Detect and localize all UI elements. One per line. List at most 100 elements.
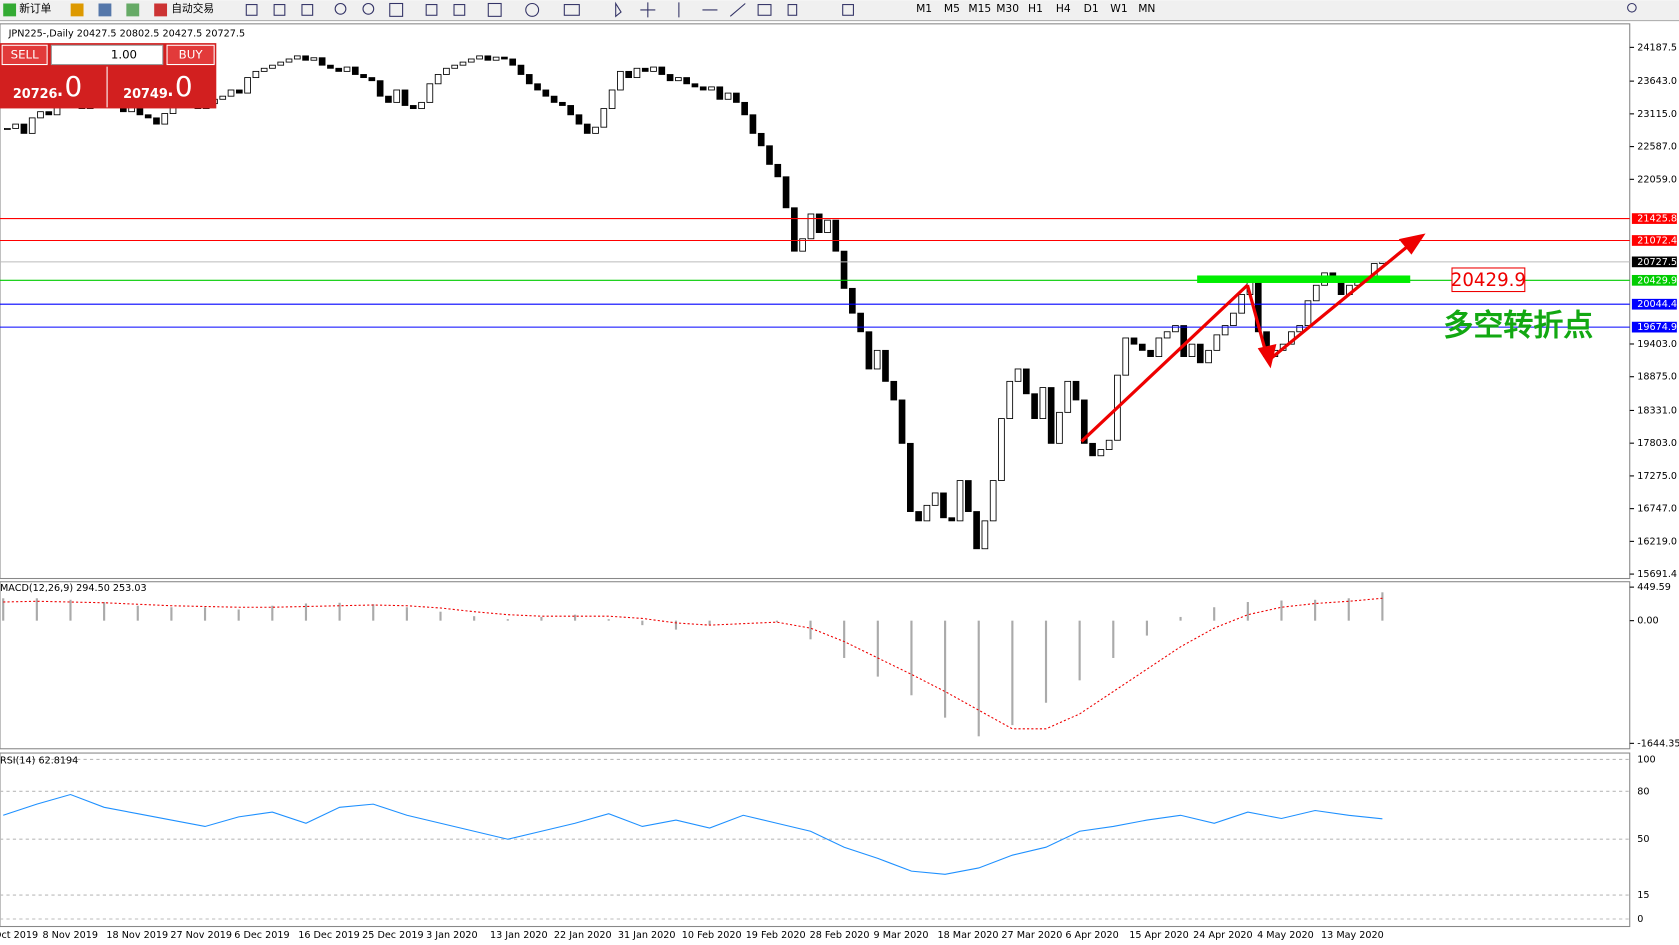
- y-tick-label: 24187.5: [1637, 42, 1677, 53]
- candle: [318, 57, 326, 66]
- macd-bar: [203, 607, 207, 621]
- x-tick-label: 6 Apr 2020: [1065, 930, 1118, 941]
- macd-bar: [2, 598, 5, 621]
- macd-bar: [506, 619, 509, 621]
- timeframe-button[interactable]: H1: [1028, 2, 1043, 15]
- icon[interactable]: [273, 4, 286, 16]
- new-order-button[interactable]: 新订单: [19, 2, 51, 15]
- price-tag-label: 21072.4: [1637, 235, 1677, 246]
- candle: [989, 480, 997, 522]
- candle: [20, 123, 28, 134]
- buy-button[interactable]: [166, 44, 215, 66]
- candle: [915, 511, 922, 522]
- y-tick-label: 22059.0: [1637, 174, 1677, 185]
- price-tag: [1631, 235, 1677, 246]
- candle: [385, 95, 392, 103]
- icon[interactable]: [98, 3, 112, 17]
- sell-price-big[interactable]: .0: [56, 70, 83, 103]
- candle: [476, 55, 483, 60]
- candle: [1196, 343, 1204, 364]
- icon[interactable]: [640, 2, 656, 18]
- candle: [492, 56, 500, 61]
- candle: [451, 64, 459, 69]
- sell-price[interactable]: 20726: [13, 87, 58, 102]
- search-icon[interactable]: [1627, 2, 1637, 13]
- macd-bar: [1381, 592, 1384, 621]
- y-tick-label: 18875.0: [1637, 372, 1677, 383]
- icon[interactable]: [334, 2, 347, 15]
- candle: [418, 101, 425, 110]
- x-tick-label: 18 Nov 2019: [106, 930, 168, 941]
- icon[interactable]: [453, 4, 466, 16]
- candle: [310, 57, 318, 61]
- lots-value[interactable]: 1.00: [111, 47, 137, 61]
- macd-bar: [271, 605, 274, 621]
- macd-bar: [1044, 620, 1048, 703]
- buy-price-big[interactable]: .0: [166, 70, 193, 103]
- candle: [550, 95, 558, 103]
- candle: [1155, 337, 1163, 357]
- timeframe-button[interactable]: M1: [916, 2, 932, 15]
- macd-bar: [540, 616, 543, 621]
- candle: [749, 114, 757, 134]
- y-tick-label: 17275.0: [1637, 471, 1677, 482]
- icon[interactable]: [678, 2, 746, 18]
- icon[interactable]: [563, 4, 580, 16]
- price-tag: [1631, 321, 1677, 333]
- candle: [1138, 343, 1146, 351]
- auto-trade-button[interactable]: 自动交易: [171, 2, 214, 15]
- icon[interactable]: [362, 2, 375, 15]
- candle: [931, 492, 939, 506]
- timeframe-button[interactable]: D1: [1084, 2, 1099, 15]
- candle: [1205, 349, 1212, 364]
- y-tick-label: 16747.0: [1637, 504, 1677, 515]
- x-tick-label: 31 Jan 2020: [618, 930, 676, 941]
- candle: [293, 55, 301, 60]
- macd-bar: [910, 620, 913, 696]
- icon[interactable]: [301, 4, 314, 16]
- sell-button[interactable]: [1, 44, 48, 66]
- icon[interactable]: [126, 3, 140, 17]
- buy-label[interactable]: BUY: [179, 47, 204, 61]
- buy-price[interactable]: 20749: [123, 87, 168, 102]
- timeframe-bar: M1 M5 M15 M30 H1 H4 D1 W1 MN: [916, 2, 1155, 15]
- timeframe-button[interactable]: M5: [944, 2, 960, 15]
- candle: [252, 70, 260, 79]
- y-tick-label: 50: [1637, 834, 1649, 845]
- icon[interactable]: [487, 2, 502, 17]
- x-tick-label: 10 Feb 2020: [682, 930, 742, 941]
- candle: [898, 399, 906, 444]
- icon[interactable]: [245, 4, 258, 16]
- auto-trade-icon[interactable]: [154, 3, 168, 17]
- icon[interactable]: [389, 2, 404, 17]
- candle: [691, 83, 699, 88]
- candle: [1296, 325, 1304, 333]
- timeframe-button[interactable]: H4: [1056, 2, 1071, 15]
- candle: [269, 64, 276, 69]
- macd-bar: [170, 607, 173, 621]
- y-tick-label: 17803.0: [1637, 438, 1677, 449]
- icon[interactable]: [425, 4, 438, 16]
- candle: [1097, 449, 1105, 457]
- sell-label[interactable]: SELL: [11, 47, 39, 61]
- icon[interactable]: [787, 4, 798, 16]
- x-tick-label: 9 Mar 2020: [874, 930, 929, 941]
- timeframe-button[interactable]: W1: [1110, 2, 1127, 15]
- rsi-label: RSI(14) 62.8194: [0, 756, 78, 767]
- icon[interactable]: [842, 4, 854, 16]
- candle: [840, 250, 848, 289]
- timeframe-button[interactable]: M30: [996, 2, 1019, 15]
- rsi-pane: [0, 752, 1631, 928]
- timeframe-button[interactable]: M15: [968, 2, 991, 15]
- icon[interactable]: [615, 1, 622, 18]
- timeframe-button[interactable]: MN: [1138, 2, 1155, 15]
- new-order-icon[interactable]: [3, 3, 17, 17]
- candle: [1022, 368, 1030, 395]
- icon[interactable]: [757, 4, 772, 16]
- candle: [434, 74, 442, 85]
- icon[interactable]: [70, 3, 84, 17]
- candle: [815, 213, 823, 234]
- arrow-head: [1398, 233, 1426, 255]
- icon[interactable]: [525, 2, 540, 17]
- lots-input[interactable]: [50, 44, 164, 66]
